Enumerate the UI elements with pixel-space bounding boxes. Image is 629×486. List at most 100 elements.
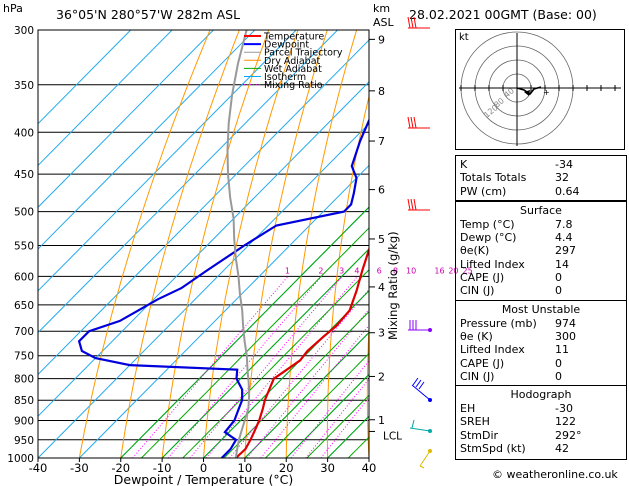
- row-label: SREH: [460, 415, 490, 429]
- row-label: EH: [460, 402, 476, 416]
- wind-barb-tick: [419, 465, 425, 469]
- pressure-tick-label: 600: [14, 271, 34, 283]
- table-row: K -34: [460, 158, 622, 171]
- mixing-ratio-value-label: 3: [339, 266, 344, 275]
- wet-adiabat-line: [161, 248, 369, 458]
- wind-barb-icon: [407, 198, 430, 211]
- altitude-tick-label: 1: [378, 414, 385, 427]
- pressure-tick-label: 850: [14, 395, 34, 407]
- mixing-ratio-value-label: 20: [448, 266, 458, 275]
- row-label: Lifted Index: [460, 257, 525, 271]
- dry-adiabat-line: [366, 319, 369, 458]
- wind-barb-tick: [418, 381, 425, 390]
- altitude-tick-label: 6: [378, 184, 385, 197]
- wind-barb-tick: [407, 16, 411, 29]
- row-label: StmDir: [460, 428, 499, 442]
- pressure-tick-label: 950: [14, 435, 34, 447]
- row-value: 0: [555, 284, 562, 298]
- legend-label: Temperature: [263, 32, 324, 43]
- row-value: 0: [555, 271, 562, 285]
- mixing-ratio-line: [229, 288, 369, 458]
- row-label: θe (K): [460, 329, 493, 343]
- row-value: 11: [555, 343, 569, 357]
- row-value: 122: [555, 415, 576, 429]
- pressure-tick-label: 300: [14, 25, 34, 37]
- row-value: 32: [555, 171, 569, 185]
- mixing-ratio-value-label: 1: [285, 266, 290, 275]
- wind-barb-dot: [428, 328, 432, 332]
- mixing-ratio-value-label: 8: [393, 266, 398, 275]
- table-row: CAPE (J) 0: [460, 271, 622, 284]
- pressure-tick-label: 550: [14, 240, 34, 252]
- altitude-tick-label: 8: [378, 85, 385, 98]
- altitude-tick-label: 5: [378, 233, 385, 246]
- table-row: CAPE (J) 0: [460, 357, 622, 370]
- temperature-tick-label: 10: [238, 461, 253, 475]
- lcl-label: LCL: [383, 430, 402, 442]
- row-value: 292°: [555, 428, 582, 442]
- altitude-tick-label: 7: [378, 135, 385, 148]
- mixing-ratio-line: [132, 276, 289, 458]
- table-row: StmSpd (kt) 42: [460, 442, 622, 455]
- wind-barb-tick: [407, 198, 411, 211]
- wind-barb-icon: [407, 16, 430, 29]
- dry-adiabat-line: [285, 30, 358, 458]
- table-row: SREH 122: [460, 415, 622, 428]
- altitude-tick-label: 3: [378, 327, 385, 340]
- temperature-tick-label: 20: [279, 461, 294, 475]
- table-row: CIN (J) 0: [460, 370, 622, 383]
- series-line-temperature: [235, 246, 369, 458]
- wind-barb-tick: [410, 198, 414, 211]
- legend-label: Wet Adiabat: [264, 64, 322, 75]
- table-row: θe(K) 297: [460, 244, 622, 257]
- wind-barb-dot: [428, 429, 432, 433]
- altitude-tick-label: 4: [378, 281, 385, 294]
- km-unit-label: km: [373, 2, 391, 15]
- isotherm-line: [38, 122, 369, 458]
- row-label: Temp (°C): [460, 217, 515, 231]
- wind-barb-staff: [409, 427, 431, 432]
- station-location: 36°05'N 280°57'W 282m ASL: [56, 7, 241, 22]
- isotherm-line: [38, 81, 369, 417]
- pressure-tick-label: 400: [14, 127, 34, 139]
- temperature-tick-label: 40: [362, 461, 377, 475]
- pressure-tick-label: 650: [14, 300, 34, 312]
- wind-barb-staff: [419, 450, 431, 467]
- hodograph-trace: [516, 86, 542, 96]
- dry-adiabat-line: [120, 30, 240, 458]
- mixing-ratio-value-label: 2: [318, 266, 323, 275]
- legend-label: Parcel Trajectory: [264, 48, 343, 59]
- row-label: StmSpd (kt): [460, 442, 526, 456]
- temperature-tick-label: 0: [200, 461, 207, 475]
- altitude-tick-label: 2: [378, 370, 385, 383]
- table-row: Dewp (°C) 4.4: [460, 231, 622, 244]
- mixing-ratio-line: [189, 276, 343, 458]
- wind-barb-icon: [411, 377, 432, 402]
- temperature-tick-label: -30: [70, 461, 89, 475]
- x-axis-title: Dewpoint / Temperature (°C): [114, 472, 293, 486]
- row-value: 42: [555, 442, 569, 456]
- row-value: -30: [555, 402, 573, 416]
- surface-title: Surface: [456, 200, 626, 218]
- mixing-ratio-value-label: 25: [462, 266, 472, 275]
- wind-barb-dot: [428, 398, 432, 402]
- wind-barb-icon: [407, 116, 430, 129]
- mixing-ratio-value-label: 10: [406, 266, 416, 275]
- isotherm-line: [38, 30, 132, 125]
- wind-barb-tick: [413, 116, 417, 129]
- pressure-tick-label: 700: [14, 326, 34, 338]
- isotherm-line: [38, 39, 369, 376]
- row-value: 0: [555, 369, 562, 383]
- row-label: K: [460, 158, 468, 171]
- wind-barb-tick: [410, 116, 414, 129]
- hpa-unit-label: hPa: [3, 2, 23, 15]
- row-label: Totals Totals: [460, 171, 527, 185]
- dry-adiabat-line: [203, 30, 299, 458]
- wet-adiabat-line: [306, 394, 369, 458]
- wind-barb-tick: [411, 419, 415, 429]
- table-row: Totals Totals 32: [460, 171, 622, 184]
- pressure-tick-label: 450: [14, 169, 34, 181]
- wet-adiabat-line: [141, 227, 369, 458]
- mixing-ratio-line: [246, 308, 369, 458]
